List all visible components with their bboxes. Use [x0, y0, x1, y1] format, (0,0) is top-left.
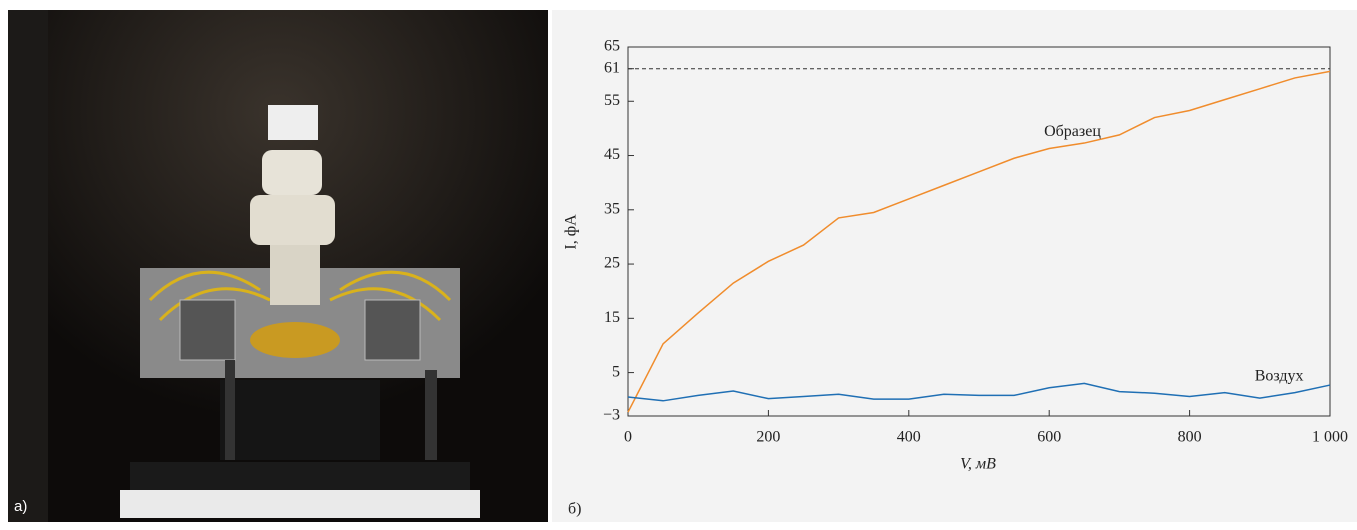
- x-axis-label: V, мВ: [960, 456, 996, 473]
- y-tick-label: 45: [604, 146, 620, 163]
- figure: а) б) V, мВ I, фА −3 5 15 25 35 45 55 61 65 0 200 4…: [0, 0, 1357, 530]
- panel-label: а): [14, 498, 27, 515]
- y-axis-label: I, фА: [563, 214, 580, 250]
- x-tick-label: 1 000: [1312, 429, 1348, 446]
- y-tick-label: 35: [604, 200, 620, 217]
- series-label: Воздух: [1255, 367, 1304, 384]
- panel-label: б): [568, 501, 581, 518]
- x-tick-label: 0: [624, 429, 632, 446]
- x-tick-label: 200: [756, 429, 780, 446]
- y-tick-label: 5: [612, 363, 620, 380]
- y-tick-label: −3: [603, 407, 620, 424]
- photo: а): [8, 10, 548, 522]
- series-label: Образец: [1044, 123, 1101, 140]
- x-tick-label: 400: [897, 429, 921, 446]
- y-tick-label: 61: [604, 59, 620, 76]
- x-tick-label: 800: [1178, 429, 1202, 446]
- chart-panel: [552, 10, 1357, 522]
- x-tick-label: 600: [1037, 429, 1061, 446]
- y-tick-label: 15: [604, 309, 620, 326]
- y-tick-label: 65: [604, 38, 620, 55]
- y-tick-label: 55: [604, 92, 620, 109]
- y-tick-label: 25: [604, 255, 620, 272]
